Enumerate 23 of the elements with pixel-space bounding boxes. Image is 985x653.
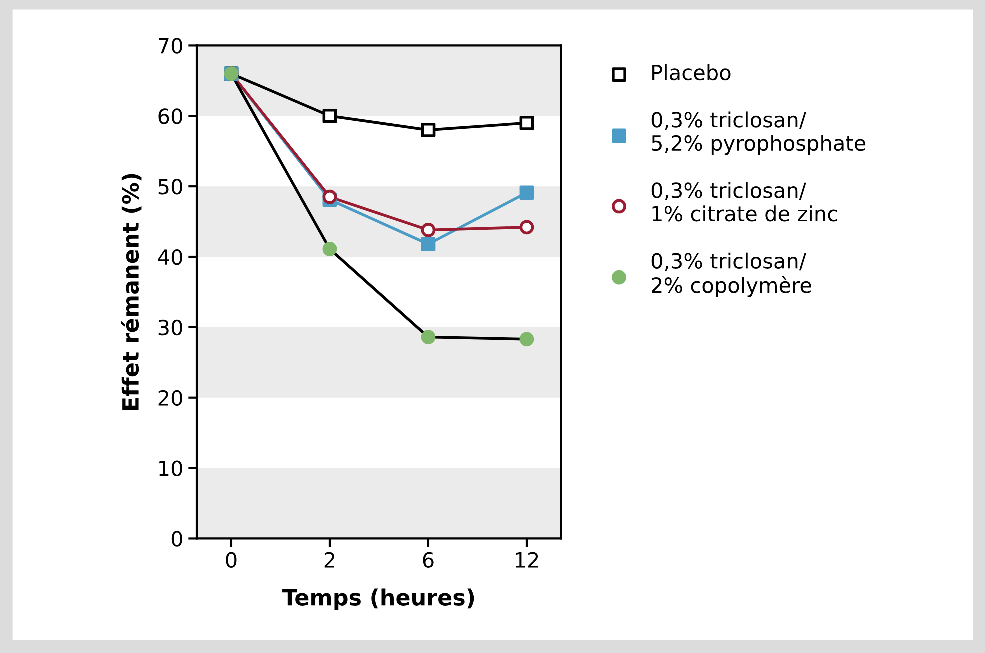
y-tick-label: 20	[158, 390, 182, 406]
point	[520, 186, 534, 200]
y-tick-label: 0	[172, 531, 182, 547]
point	[520, 116, 534, 130]
legend-label: 0,3% triclosan/ 2% copolymère	[652, 252, 812, 298]
x-tick-label: 0	[226, 552, 237, 568]
y-axis-title: Effet rémanent (%)	[121, 174, 142, 410]
y-tick-label: 50	[158, 179, 182, 195]
point	[421, 237, 436, 252]
y-tick-label: 70	[159, 38, 182, 54]
x-tick-label: 2	[324, 552, 335, 568]
point	[421, 123, 436, 138]
x-axis-title: Temps (heures)	[282, 588, 474, 610]
y-tick-label: 30	[158, 320, 182, 336]
legend-label: 0,3% triclosan/ 5,2% pyrophosphate	[652, 112, 866, 156]
legend-label: 0,3% triclosan/ 1% citrate de zinc	[652, 182, 838, 222]
legend-label: Placebo	[652, 64, 731, 81]
x-tick-label: 6	[423, 552, 434, 568]
y-tick-label: 60	[158, 108, 182, 124]
y-tick-label: 10	[160, 460, 182, 477]
point	[322, 108, 338, 124]
x-tick-label: 12	[516, 552, 538, 568]
y-tick-label: 40	[158, 249, 182, 266]
